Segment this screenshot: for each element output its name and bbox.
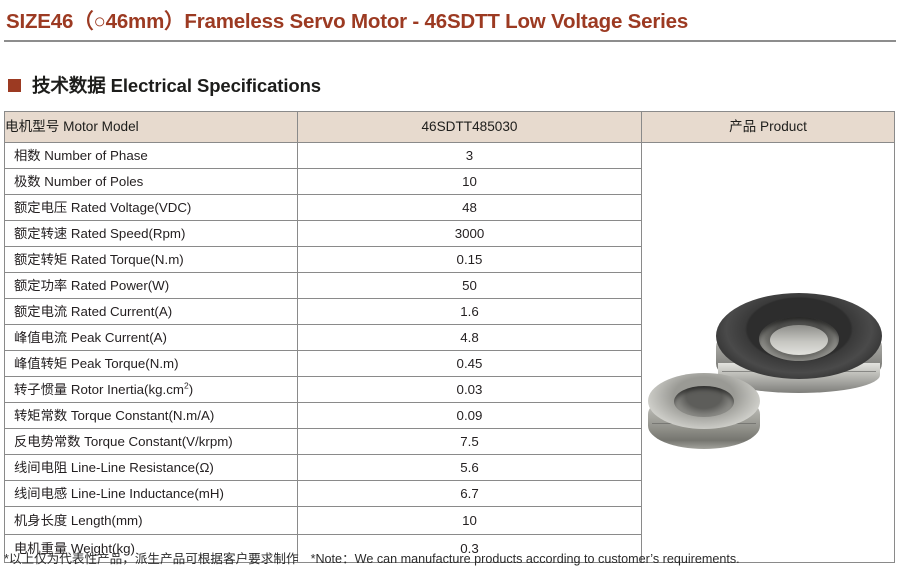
spec-value: 0.3 <box>297 534 642 563</box>
spec-value: 3 <box>297 142 642 169</box>
table-row: 转矩常数 Torque Constant(N.m/A) 0.09 <box>4 402 895 429</box>
table-body: 相数 Number of Phase 3 <box>4 142 895 563</box>
table-header-row: 电机型号 Motor Model 46SDTT485030 产品 Product <box>4 111 895 143</box>
spec-label: 线间电阻 Line-Line Resistance(Ω) <box>4 454 298 481</box>
spec-label: 相数 Number of Phase <box>4 142 298 169</box>
page-title: SIZE46（○46mm）Frameless Servo Motor - 46S… <box>6 10 689 33</box>
spec-value: 1.6 <box>297 298 642 325</box>
electrical-specifications-table: 电机型号 Motor Model 46SDTT485030 产品 Product… <box>4 111 895 563</box>
column-header-product: 产品 Product <box>641 111 895 143</box>
spec-label: 电机重量 Weight(kg) <box>4 534 298 563</box>
rotor-bore <box>674 385 734 417</box>
table-row: 额定转速 Rated Speed(Rpm) 3000 <box>4 220 895 247</box>
spec-value: 50 <box>297 272 642 299</box>
table-row: 线间电阻 Line-Line Resistance(Ω) 5.6 <box>4 454 895 481</box>
spec-label-text: 转子惯量 Rotor Inertia(kg.cm <box>14 381 184 397</box>
column-header-motor-model: 电机型号 Motor Model <box>4 111 298 143</box>
footnote: *以上仅为代表性产品，派生产品可根据客户要求制作 *Note：We can man… <box>4 548 740 567</box>
spec-label: 额定电压 Rated Voltage(VDC) <box>4 194 298 221</box>
spec-label: 极数 Number of Poles <box>4 168 298 195</box>
spec-value: 10 <box>297 506 642 535</box>
spec-value: 10 <box>297 168 642 195</box>
product-image-cell <box>641 142 895 563</box>
spec-label: 峰值转矩 Peak Torque(N.m) <box>4 350 298 377</box>
spec-value: 0.09 <box>297 402 642 429</box>
spec-label: 额定功率 Rated Power(W) <box>4 272 298 299</box>
column-header-model-number: 46SDTT485030 <box>297 111 642 143</box>
table-row: 额定电压 Rated Voltage(VDC) 48 <box>4 194 895 221</box>
spec-value: 0.15 <box>297 246 642 273</box>
table-row: 额定功率 Rated Power(W) 50 <box>4 272 895 299</box>
spec-value: 7.5 <box>297 428 642 455</box>
section-heading-label: 技术数据 Electrical Specifications <box>32 75 321 96</box>
table-row: 机身长度 Length(mm) 10 <box>4 506 895 535</box>
table-row: 峰值转矩 Peak Torque(N.m) 0.45 <box>4 350 895 377</box>
table-row: 额定转矩 Rated Torque(N.m) 0.15 <box>4 246 895 273</box>
rotor-ring-small <box>648 372 760 459</box>
spec-value: 6.7 <box>297 480 642 507</box>
spec-label-suffix: ) <box>188 381 194 397</box>
product-photo <box>642 158 894 548</box>
title-divider <box>4 40 896 42</box>
spec-label: 额定转速 Rated Speed(Rpm) <box>4 220 298 247</box>
spec-value: 48 <box>297 194 642 221</box>
table-row: 反电势常数 Torque Constant(V/krpm) 7.5 <box>4 428 895 455</box>
spec-value: 3000 <box>297 220 642 247</box>
spec-label: 转矩常数 Torque Constant(N.m/A) <box>4 402 298 429</box>
footnote-cn: *以上仅为代表性产品，派生产品可根据客户要求制作 <box>4 552 299 566</box>
stator-ring-large <box>716 292 882 411</box>
table-row: 转子惯量 Rotor Inertia(kg.cm2) 0.03 <box>4 376 895 403</box>
spec-value: 5.6 <box>297 454 642 481</box>
spec-label: 额定转矩 Rated Torque(N.m) <box>4 246 298 273</box>
square-bullet-icon <box>8 78 21 92</box>
footnote-en: *Note：We can manufacture products accord… <box>310 552 740 566</box>
section-heading: 技术数据 Electrical Specifications <box>8 72 321 98</box>
spec-value: 0.03 <box>297 376 642 403</box>
superscript-two: 2 <box>183 380 189 391</box>
table-row: 线间电感 Line-Line Inductance(mH) 6.7 <box>4 480 895 507</box>
spec-label: 反电势常数 Torque Constant(V/krpm) <box>4 428 298 455</box>
spec-value: 0.45 <box>297 350 642 377</box>
spec-label: 峰值电流 Peak Current(A) <box>4 324 298 351</box>
table-row: 相数 Number of Phase 3 <box>4 142 895 563</box>
spec-label: 机身长度 Length(mm) <box>4 506 298 535</box>
spec-label: 线间电感 Line-Line Inductance(mH) <box>4 480 298 507</box>
spec-value: 4.8 <box>297 324 642 351</box>
stator-bore-inner <box>770 324 828 355</box>
spec-label-rotor-inertia: 转子惯量 Rotor Inertia(kg.cm2) <box>4 376 298 403</box>
table-row: 电机重量 Weight(kg) 0.3 <box>4 534 895 563</box>
table-row: 极数 Number of Poles 10 <box>4 168 895 195</box>
spec-label: 额定电流 Rated Current(A) <box>4 298 298 325</box>
table-row: 额定电流 Rated Current(A) 1.6 <box>4 298 895 325</box>
